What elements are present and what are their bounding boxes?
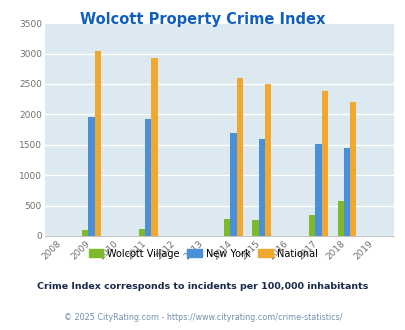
Bar — [224, 219, 230, 236]
Bar — [145, 119, 151, 236]
Bar — [343, 148, 349, 236]
Legend: Wolcott Village, New York, National: Wolcott Village, New York, National — [84, 245, 321, 262]
Bar — [321, 91, 327, 236]
Bar — [151, 58, 157, 236]
Bar — [139, 229, 145, 236]
Bar — [349, 102, 356, 236]
Bar — [82, 230, 88, 236]
Bar — [258, 139, 264, 236]
Bar — [337, 201, 343, 236]
Bar — [94, 51, 100, 236]
Bar — [88, 117, 94, 236]
Text: © 2025 CityRating.com - https://www.cityrating.com/crime-statistics/: © 2025 CityRating.com - https://www.city… — [64, 313, 341, 322]
Bar — [230, 133, 236, 236]
Text: Wolcott Property Crime Index: Wolcott Property Crime Index — [80, 12, 325, 26]
Bar — [315, 144, 321, 236]
Bar — [264, 84, 271, 236]
Bar — [309, 215, 315, 236]
Bar — [236, 78, 242, 236]
Text: Crime Index corresponds to incidents per 100,000 inhabitants: Crime Index corresponds to incidents per… — [37, 282, 368, 291]
Bar — [252, 219, 258, 236]
